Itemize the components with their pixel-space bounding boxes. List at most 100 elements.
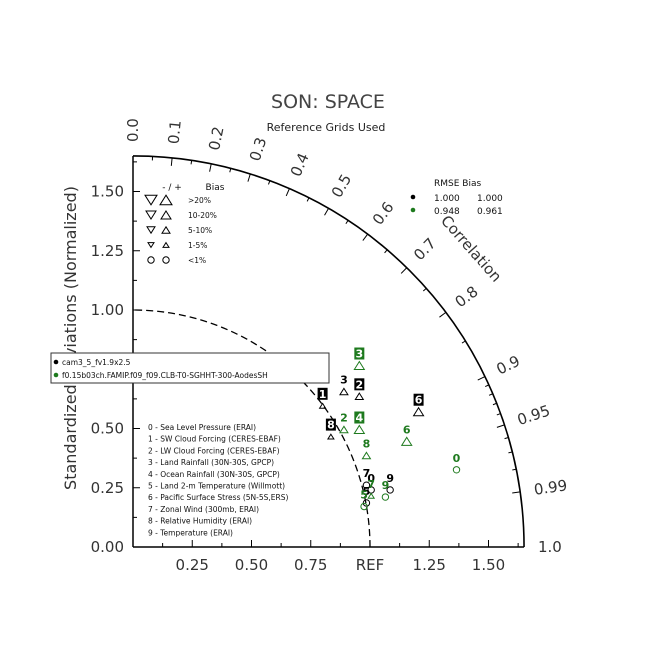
- bias-legend-header-sign: - / +: [162, 183, 182, 193]
- corr-minor-tick: [345, 220, 349, 225]
- data-point-label: 6: [415, 394, 423, 407]
- variable-list-item: 0 - Sea Level Pressure (ERAI): [148, 423, 256, 432]
- corr-label: 0.1: [165, 119, 185, 145]
- data-point-label: 3: [356, 348, 364, 361]
- y-tick-label: 0.25: [91, 479, 124, 497]
- corr-label: 0.0: [124, 118, 142, 142]
- data-point-label-bg: [354, 378, 365, 391]
- corr-minor-tick: [492, 402, 497, 406]
- data-point-label: 9: [382, 479, 390, 492]
- corr-tick: [439, 311, 447, 318]
- data-point-marker: [361, 451, 372, 460]
- bias-legend-marker-pos: [162, 256, 170, 264]
- x-tick-label: 0.25: [176, 556, 209, 574]
- correlation-axis-title: Correlation: [437, 212, 505, 286]
- corr-label: 0.99: [533, 476, 569, 499]
- variable-list-item: 2 - LW Cloud Forcing (CERES-EBAF): [148, 446, 280, 455]
- data-point-marker: [353, 424, 366, 434]
- corr-minor-tick: [504, 437, 509, 440]
- data-point-marker: [326, 433, 335, 440]
- corr-tick: [170, 157, 173, 166]
- variable-list-item: 6 - Pacific Surface Stress (5N-5S,ERS): [148, 493, 288, 502]
- bias-legend-marker-neg: [147, 256, 155, 264]
- x-tick-label: 1.50: [472, 556, 505, 574]
- variable-list-item: 4 - Ocean Rainfall (30N-30S, GPCP): [148, 470, 280, 479]
- corr-minor-tick: [508, 451, 513, 454]
- corr-tick: [247, 173, 251, 182]
- data-point-label: 8: [363, 438, 371, 451]
- bias-legend-label: <1%: [188, 256, 206, 265]
- legends: - / + Bias >20% 10-20% 5-10% 1-5% <1% RMSE Bias…: [50, 179, 503, 537]
- corr-tick: [324, 208, 329, 216]
- corr-label: 0.3: [246, 135, 270, 163]
- corr-tick: [512, 491, 521, 494]
- rmse-table-rmse: 1.000: [434, 194, 460, 204]
- rmse-table-dot: [410, 207, 416, 213]
- corr-label: 0.95: [515, 402, 552, 430]
- corr-minor-tick: [229, 168, 232, 173]
- data-point-label: 9: [386, 472, 394, 485]
- data-point-marker: [412, 406, 425, 417]
- data-point-label: 2: [356, 378, 364, 391]
- bias-legend-label: 10-20%: [188, 211, 217, 220]
- corr-minor-tick: [422, 287, 427, 292]
- y-tick-label: 1.00: [91, 301, 124, 319]
- data-point-marker: [381, 493, 390, 501]
- outer-arc: [132, 155, 525, 548]
- bias-legend-marker-pos: [159, 194, 173, 206]
- bias-legend-header-bias: Bias: [206, 183, 225, 193]
- corr-label: 1.0: [538, 538, 562, 556]
- corr-minor-tick: [306, 197, 310, 202]
- variable-list-item: 9 - Temperature (ERAI): [148, 528, 233, 537]
- x-tick-label: 1.25: [413, 556, 446, 574]
- data-point-label: 5: [360, 489, 368, 502]
- corr-label: 0.4: [287, 150, 313, 179]
- bias-legend-marker-pos: [160, 210, 172, 220]
- corr-tick: [362, 233, 369, 241]
- data-point-label: 4: [356, 412, 364, 425]
- corr-minor-tick: [267, 180, 271, 185]
- y-tick-label: 1.50: [91, 183, 124, 201]
- corr-label: 0.2: [205, 125, 227, 152]
- corr-label: 0.6: [369, 199, 398, 229]
- bias-legend-marker-pos: [161, 225, 171, 234]
- data-point-label: 7: [363, 467, 371, 480]
- corr-tick: [209, 163, 212, 172]
- data-point-label: 3: [340, 374, 348, 387]
- data-point-label: 0: [453, 452, 461, 465]
- corr-minor-tick: [488, 393, 493, 396]
- data-point-label-bg: [325, 418, 336, 431]
- y-tick-label: 0.50: [91, 420, 124, 438]
- case-legend-label: f0.15b03ch.FAMIP.f09_f09.CLB-T0-SGHHT-30…: [62, 371, 268, 380]
- corr-tick: [477, 376, 486, 381]
- data-point-label: 2: [340, 412, 348, 425]
- data-point-marker: [318, 402, 327, 409]
- x-tick-label: 0.75: [294, 556, 327, 574]
- corr-label: 0.9: [494, 352, 523, 379]
- x-tick-label: 0.50: [235, 556, 268, 574]
- corr-minor-tick: [384, 249, 388, 254]
- rmse-table-rmse: 0.948: [434, 207, 460, 217]
- variable-list-item: 7 - Zonal Wind (300mb, ERAI): [148, 505, 259, 514]
- corr-label: 0.8: [452, 282, 482, 311]
- data-point-label: 7: [367, 478, 375, 491]
- chart-subtitle: Reference Grids Used: [267, 121, 386, 134]
- corr-minor-tick: [190, 160, 193, 165]
- data-point-label-bg: [354, 347, 365, 360]
- bias-legend-label: >20%: [188, 196, 211, 205]
- corr-minor-tick: [496, 413, 501, 416]
- bias-legend-marker-neg: [144, 194, 158, 206]
- data-point-label: 6: [403, 423, 411, 436]
- bias-legend-marker-neg: [145, 210, 157, 220]
- corr-minor-tick: [512, 468, 517, 471]
- rmse-table-header: RMSE Bias: [434, 179, 481, 189]
- data-point-marker: [367, 492, 376, 499]
- data-point-label: 8: [327, 419, 335, 432]
- corr-tick: [285, 188, 290, 197]
- variable-list-item: 3 - Land Rainfall (30N-30S, GPCP): [148, 458, 274, 467]
- y-tick-label: 1.25: [91, 242, 124, 260]
- bias-legend-label: 1-5%: [188, 241, 207, 250]
- bias-legend-marker-neg: [147, 242, 155, 249]
